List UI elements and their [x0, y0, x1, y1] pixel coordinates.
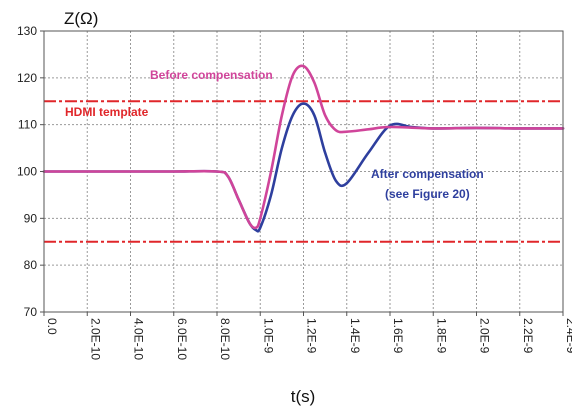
- before-compensation-label: Before compensation: [150, 68, 273, 82]
- y-tick-label: 80: [24, 258, 38, 272]
- after-compensation-label: After compensation: [371, 167, 484, 181]
- y-tick-label: 120: [17, 71, 37, 85]
- hdmi-template-label: HDMI template: [65, 105, 149, 119]
- hdmi-template-lines: [44, 100, 563, 243]
- x-tick-label: 4.0E-10: [132, 318, 146, 360]
- x-tick-label: 1.8E-9: [434, 318, 448, 354]
- x-tick-label: 6.0E-10: [175, 318, 189, 360]
- x-axis-title: t(s): [291, 387, 316, 406]
- y-axis-title: Z(Ω): [64, 9, 98, 28]
- series-before-compensation-line: [42, 64, 565, 230]
- x-tick-label: 1.2E-9: [305, 318, 319, 354]
- x-tick-label: 2.4E-9: [564, 318, 572, 354]
- y-tick-label: 110: [18, 118, 37, 132]
- y-tick-label: 100: [17, 165, 37, 179]
- x-tick-label: 1.6E-9: [391, 318, 405, 354]
- x-tick-label: 2.0E-9: [478, 318, 492, 354]
- x-tick-label: 2.0E-10: [88, 318, 102, 360]
- y-tick-label: 130: [17, 24, 37, 38]
- x-tick-labels: 0.0 2.0E-10 4.0E-10 6.0E-10 8.0E-10 1.0E-9 1.2…: [43, 312, 572, 360]
- y-tick-label: 70: [24, 305, 38, 319]
- x-tick-label: 1.0E-9: [261, 318, 275, 354]
- x-tick-label: 2.2E-9: [521, 318, 535, 354]
- x-tick-label: 1.4E-9: [348, 318, 362, 354]
- y-tick-labels: 70 80 90 100 110 120 130: [17, 24, 44, 319]
- after-compensation-sub-label: (see Figure 20): [385, 187, 470, 201]
- x-tick-label: 8.0E-10: [218, 318, 232, 360]
- y-tick-label: 90: [24, 211, 38, 225]
- x-tick-label: 0.0: [45, 318, 59, 335]
- series-layer: [42, 64, 565, 233]
